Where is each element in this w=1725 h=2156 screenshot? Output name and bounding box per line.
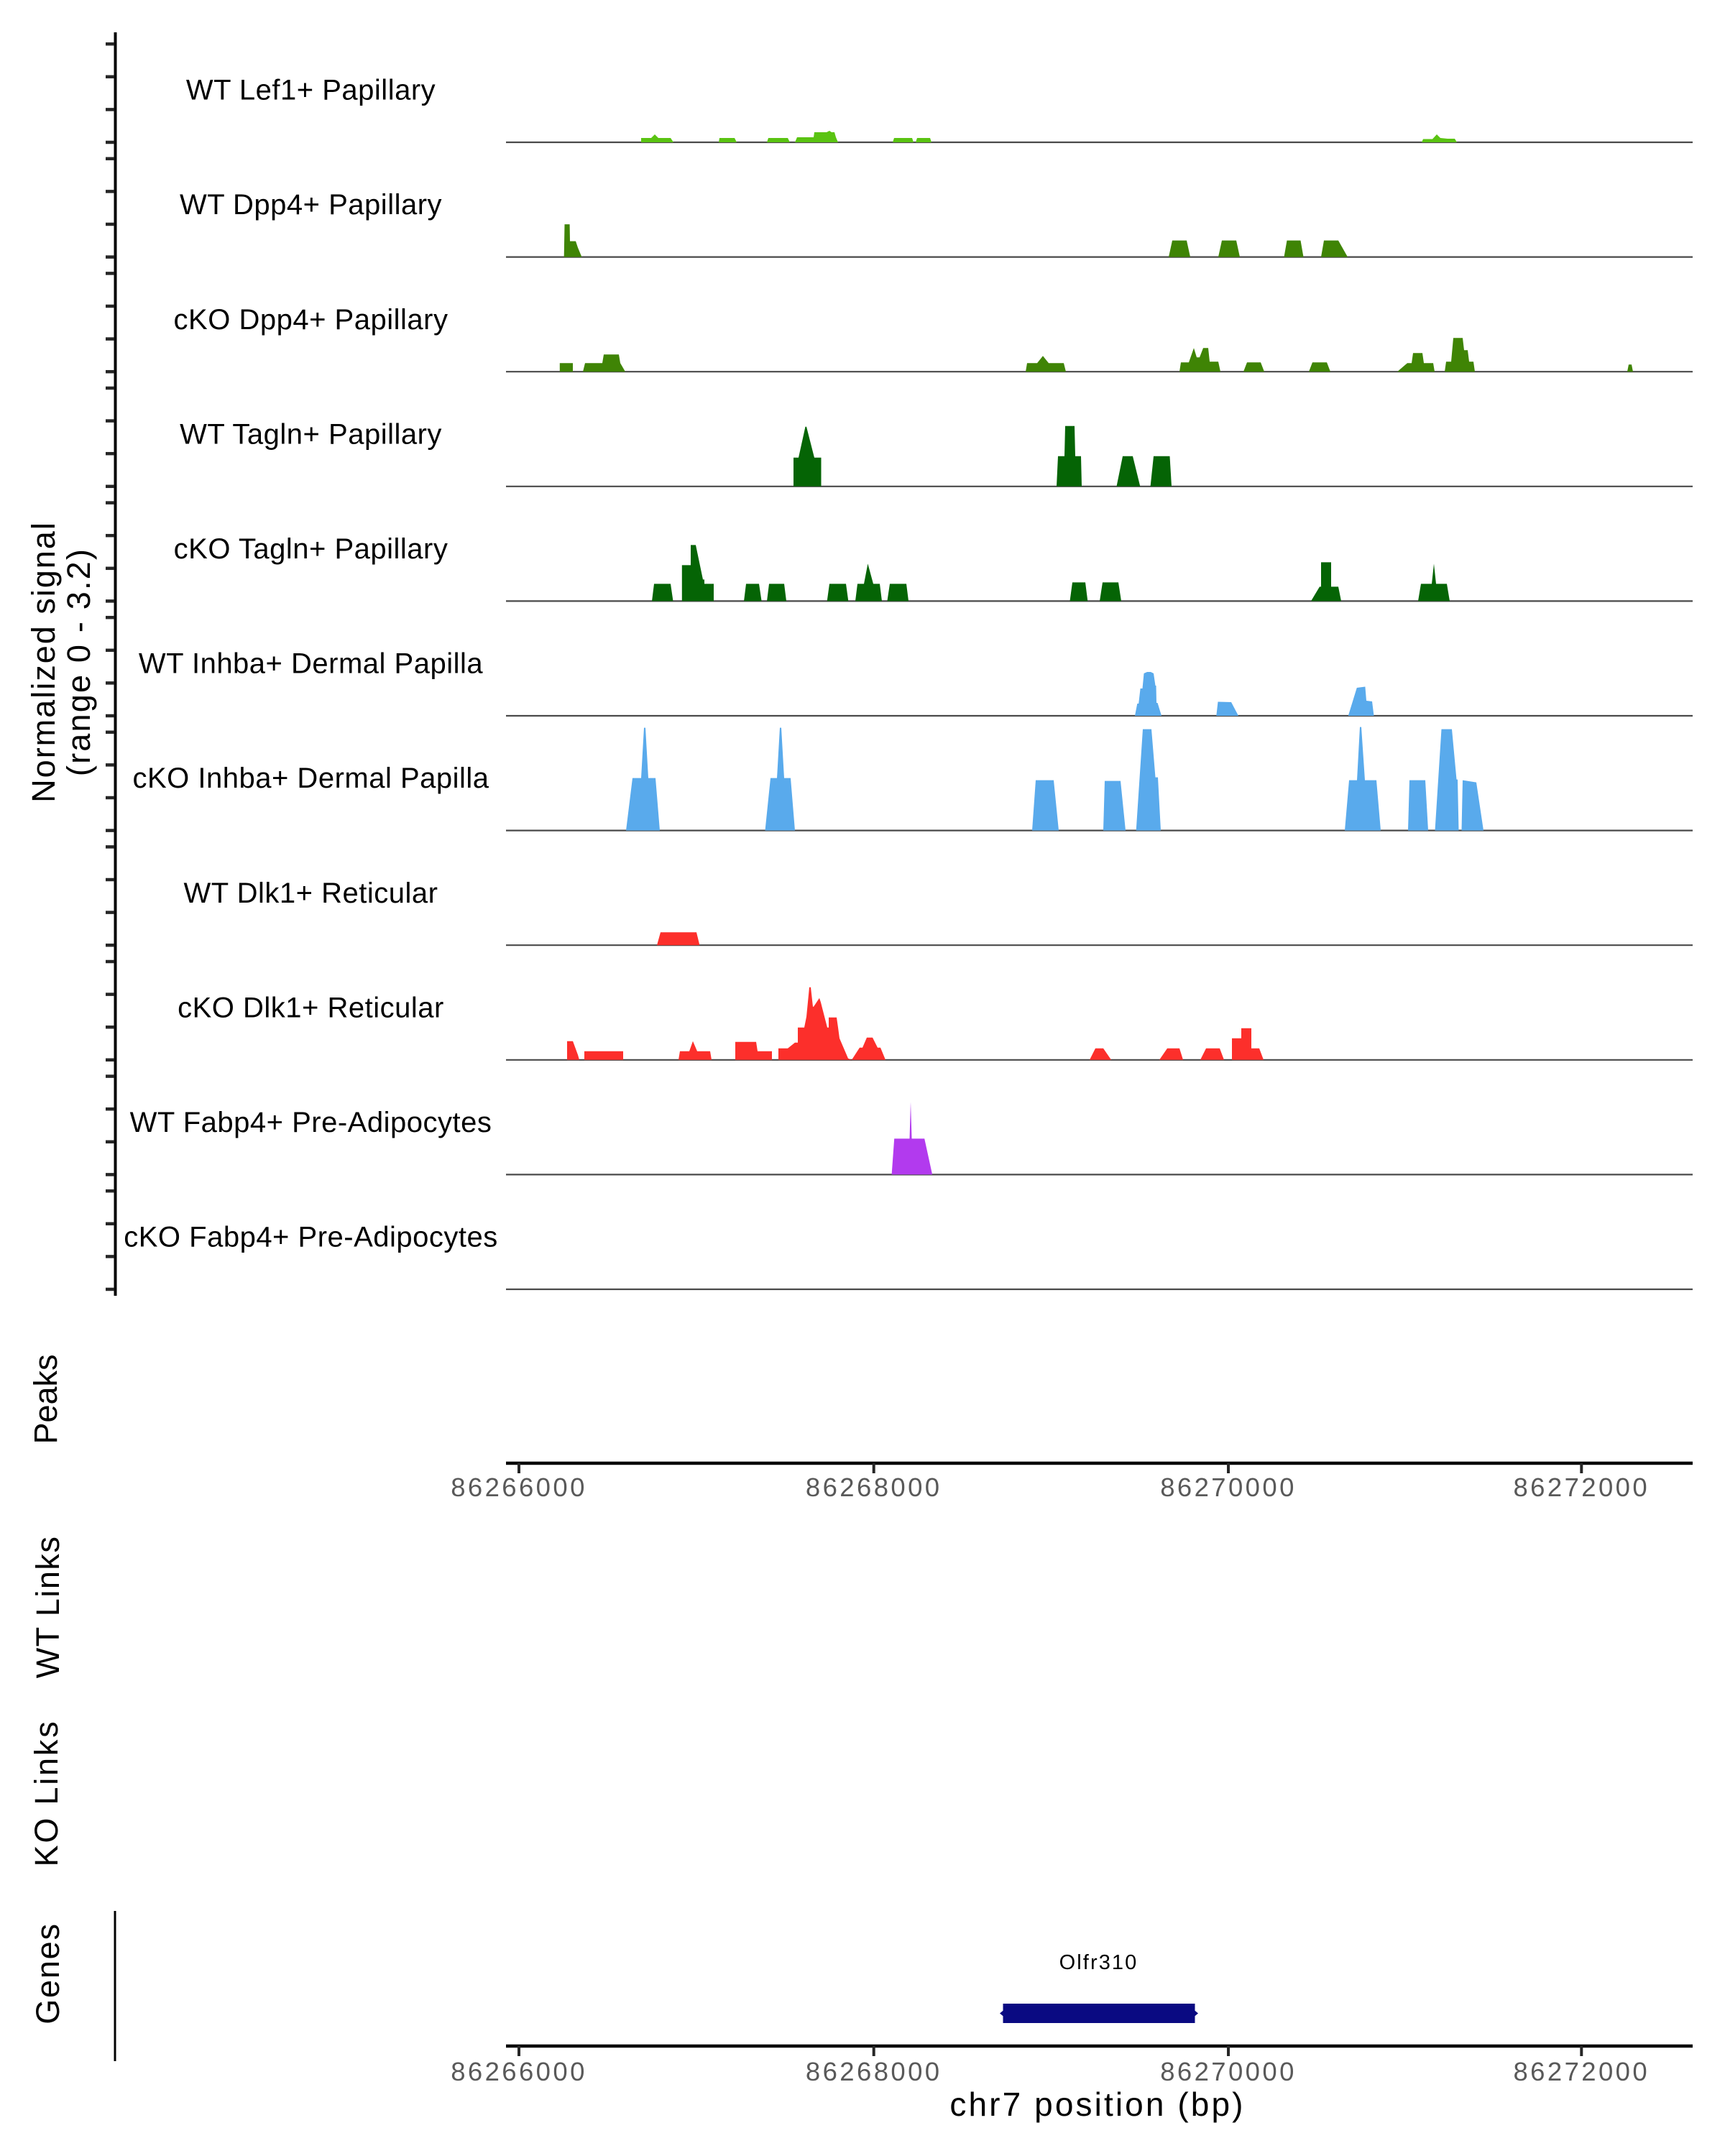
svg-text:86270000: 86270000 [1160, 1473, 1297, 1502]
svg-text:cKO Inhba+ Dermal Papilla: cKO Inhba+ Dermal Papilla [132, 763, 489, 794]
svg-text:cKO Dpp4+ Papillary: cKO Dpp4+ Papillary [174, 304, 448, 336]
svg-text:86268000: 86268000 [806, 1473, 942, 1502]
svg-text:WT Tagln+ Papillary: WT Tagln+ Papillary [180, 418, 442, 450]
svg-text:chr7 position (bp): chr7 position (bp) [949, 2086, 1245, 2123]
svg-text:WT Inhba+ Dermal Papilla: WT Inhba+ Dermal Papilla [139, 648, 484, 680]
svg-text:cKO Dlk1+ Reticular: cKO Dlk1+ Reticular [178, 992, 444, 1023]
svg-text:86266000: 86266000 [451, 1473, 587, 1502]
svg-text:86266000: 86266000 [451, 2057, 587, 2086]
svg-text:cKO Fabp4+ Pre-Adipocytes: cKO Fabp4+ Pre-Adipocytes [124, 1222, 498, 1253]
svg-text:86272000: 86272000 [1513, 1473, 1650, 1502]
svg-text:86272000: 86272000 [1513, 2057, 1650, 2086]
svg-text:Genes: Genes [29, 1922, 66, 2024]
svg-text:86268000: 86268000 [806, 2057, 942, 2086]
svg-text:Normalized signal: Normalized signal [25, 521, 62, 803]
svg-text:Peaks: Peaks [27, 1354, 64, 1444]
svg-text:WT Fabp4+ Pre-Adipocytes: WT Fabp4+ Pre-Adipocytes [130, 1107, 492, 1138]
svg-text:86270000: 86270000 [1160, 2057, 1297, 2086]
svg-text:WT Lef1+ Papillary: WT Lef1+ Papillary [186, 75, 436, 106]
svg-text:WT Links: WT Links [29, 1536, 66, 1679]
svg-text:WT Dpp4+ Papillary: WT Dpp4+ Papillary [180, 189, 442, 221]
svg-text:KO Links: KO Links [28, 1720, 65, 1867]
svg-text:cKO Tagln+ Papillary: cKO Tagln+ Papillary [174, 533, 448, 565]
svg-text:WT Dlk1+ Reticular: WT Dlk1+ Reticular [184, 877, 438, 909]
svg-text:(range 0 - 3.2): (range 0 - 3.2) [60, 548, 97, 776]
svg-text:Olfr310: Olfr310 [1059, 1951, 1138, 1974]
